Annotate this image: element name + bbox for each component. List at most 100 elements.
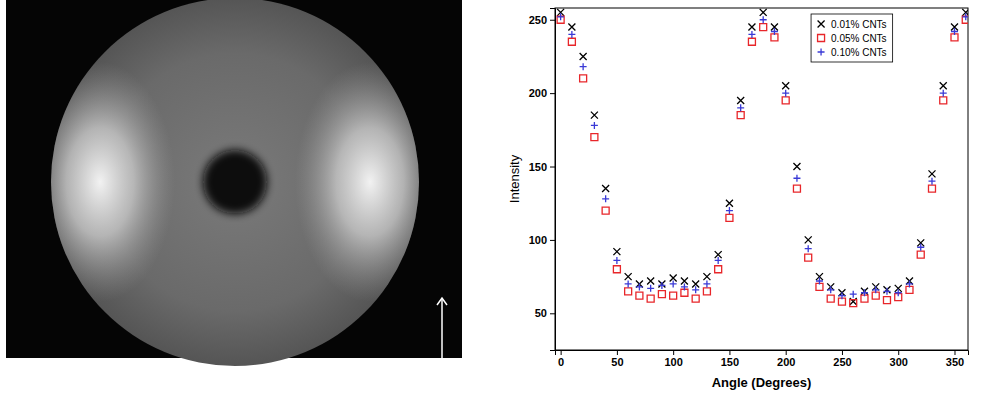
point xyxy=(782,97,789,104)
point xyxy=(940,82,947,89)
point xyxy=(816,278,823,285)
point xyxy=(928,185,935,192)
point xyxy=(602,195,609,202)
point xyxy=(760,9,767,16)
direction-arrow xyxy=(437,298,447,372)
point xyxy=(613,248,620,255)
x-tick-mark xyxy=(617,350,618,355)
point xyxy=(625,280,632,287)
point xyxy=(591,134,598,141)
point xyxy=(658,282,665,289)
y-tick-mark xyxy=(550,167,555,168)
point xyxy=(670,292,677,299)
x-tick: 50 xyxy=(611,350,623,368)
x-tick-mark xyxy=(729,350,730,355)
point xyxy=(625,288,632,295)
point xyxy=(692,295,699,302)
point xyxy=(681,283,688,290)
x-tick-label: 250 xyxy=(833,356,851,368)
point xyxy=(580,75,587,82)
point xyxy=(602,185,609,192)
figure: 05010015020025030035050100150200250Angle… xyxy=(0,0,987,396)
x-tick-mark xyxy=(842,350,843,355)
diffraction-image xyxy=(6,0,462,372)
point xyxy=(748,24,755,31)
y-axis-title: Intensity xyxy=(507,154,522,203)
point xyxy=(805,254,812,261)
y-tick-mark xyxy=(550,93,555,94)
y-axis: 50100150200250 xyxy=(529,9,556,351)
point xyxy=(703,288,710,295)
point xyxy=(838,292,845,299)
legend-box xyxy=(811,14,893,62)
point xyxy=(647,278,654,285)
point xyxy=(580,63,587,70)
point xyxy=(602,207,609,214)
x-axis-title: Angle (Degrees) xyxy=(712,375,812,390)
arrow-shaft xyxy=(441,298,443,372)
point xyxy=(636,283,643,290)
point xyxy=(793,163,800,170)
y-tick-label: 150 xyxy=(529,161,547,173)
x-axis: 050100150200250300350 xyxy=(556,350,969,368)
point xyxy=(647,295,654,302)
x-tick-mark xyxy=(954,350,955,355)
point xyxy=(726,214,733,221)
point xyxy=(748,38,755,45)
legend-label: 0.10% CNTs xyxy=(831,47,887,58)
point xyxy=(636,292,643,299)
point xyxy=(613,266,620,273)
point xyxy=(782,82,789,89)
y-tick-mark xyxy=(550,240,555,241)
x-tick: 350 xyxy=(946,350,964,368)
y-tick: 100 xyxy=(529,234,555,246)
point xyxy=(568,38,575,45)
point xyxy=(703,273,710,280)
point xyxy=(928,178,935,185)
point xyxy=(613,257,620,264)
x-tick-mark xyxy=(673,350,674,355)
bright-lobe xyxy=(295,62,445,302)
point xyxy=(793,175,800,182)
point xyxy=(940,97,947,104)
x-tick: 100 xyxy=(664,350,682,368)
pattern-lobes xyxy=(25,62,445,302)
x-tick: 300 xyxy=(890,350,908,368)
point xyxy=(748,31,755,38)
point xyxy=(658,291,665,298)
series xyxy=(557,13,968,299)
y-tick-label: 100 xyxy=(529,234,547,246)
point xyxy=(895,289,902,296)
point xyxy=(737,104,744,111)
beam-stop xyxy=(203,150,267,214)
point xyxy=(726,200,733,207)
point xyxy=(760,24,767,31)
y-tick: 250 xyxy=(529,14,555,26)
point xyxy=(591,112,598,119)
point xyxy=(917,244,924,251)
x-tick-label: 150 xyxy=(721,356,739,368)
point xyxy=(568,31,575,38)
legend-label: 0.01% CNTs xyxy=(831,19,887,30)
point xyxy=(872,286,879,293)
y-tick-label: 50 xyxy=(535,307,547,319)
point xyxy=(737,112,744,119)
legend-marker xyxy=(818,35,825,42)
point xyxy=(805,245,812,252)
point xyxy=(883,297,890,304)
legend: 0.01% CNTs0.05% CNTs0.10% CNTs xyxy=(811,14,893,62)
point xyxy=(591,122,598,129)
point xyxy=(917,251,924,258)
point xyxy=(850,300,857,307)
y-tick: 150 xyxy=(529,161,555,173)
y-tick-label: 250 xyxy=(529,14,547,26)
point xyxy=(827,286,834,293)
point xyxy=(928,170,935,177)
x-tick-label: 300 xyxy=(890,356,908,368)
point xyxy=(580,53,587,60)
arrow-head xyxy=(437,298,447,305)
legend-marker xyxy=(818,49,825,56)
point xyxy=(715,266,722,273)
point xyxy=(951,28,958,35)
x-tick-mark xyxy=(786,350,787,355)
